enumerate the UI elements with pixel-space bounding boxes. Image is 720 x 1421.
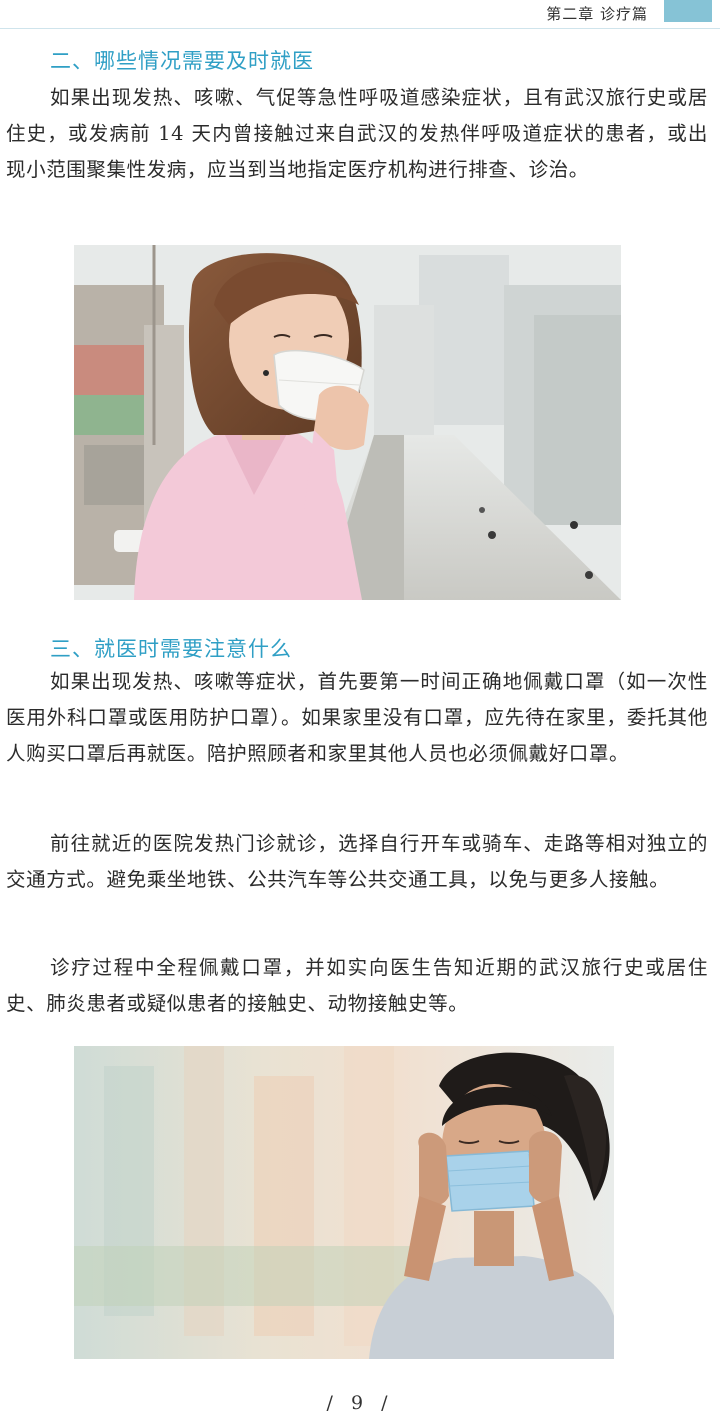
header-color-tab — [664, 0, 712, 22]
section3-paragraph-2: 前往就近的医院发热门诊就诊，选择自行开车或骑车、走路等相对独立的交通方式。避免乘… — [6, 832, 708, 891]
chapter-title: 第二章 诊疗篇 — [546, 5, 648, 23]
photo-woman-wearing-n95-mask — [74, 245, 621, 600]
photo-woman-putting-on-surgical-mask — [74, 1046, 614, 1359]
header-divider — [0, 28, 720, 29]
page-header: 第二章 诊疗篇 — [0, 0, 720, 29]
section2-paragraph: 如果出现发热、咳嗽、气促等急性呼吸道感染症状，且有武汉旅行史或居住史，或发病前 … — [6, 86, 708, 181]
section-heading-care-notes: 三、就医时需要注意什么 — [50, 637, 292, 661]
section-heading-when-to-seek-care: 二、哪些情况需要及时就医 — [50, 49, 314, 73]
section3-paragraph-1: 如果出现发热、咳嗽等症状，首先要第一时间正确地佩戴口罩（如一次性医用外科口罩或医… — [6, 670, 708, 765]
section3-paragraph-3: 诊疗过程中全程佩戴口罩，并如实向医生告知近期的武汉旅行史或居住史、肺炎患者或疑似… — [6, 956, 708, 1015]
page-number: / 9 / — [326, 1392, 394, 1414]
